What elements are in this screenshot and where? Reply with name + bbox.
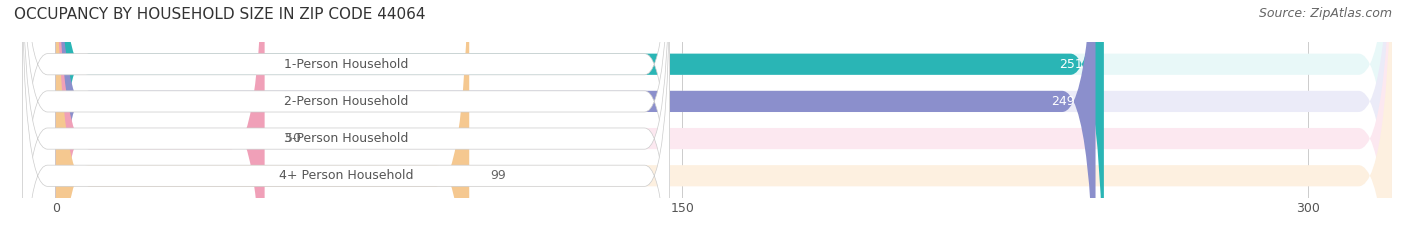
FancyBboxPatch shape bbox=[22, 0, 669, 233]
Text: 249: 249 bbox=[1052, 95, 1074, 108]
FancyBboxPatch shape bbox=[22, 0, 669, 233]
FancyBboxPatch shape bbox=[56, 0, 1392, 233]
Text: Source: ZipAtlas.com: Source: ZipAtlas.com bbox=[1258, 7, 1392, 20]
FancyBboxPatch shape bbox=[56, 0, 1392, 233]
FancyBboxPatch shape bbox=[56, 0, 1392, 233]
Text: OCCUPANCY BY HOUSEHOLD SIZE IN ZIP CODE 44064: OCCUPANCY BY HOUSEHOLD SIZE IN ZIP CODE … bbox=[14, 7, 426, 22]
Text: 251: 251 bbox=[1059, 58, 1083, 71]
Text: 50: 50 bbox=[285, 132, 301, 145]
Text: 4+ Person Household: 4+ Person Household bbox=[278, 169, 413, 182]
FancyBboxPatch shape bbox=[22, 0, 669, 233]
FancyBboxPatch shape bbox=[22, 0, 669, 233]
FancyBboxPatch shape bbox=[56, 0, 1392, 233]
FancyBboxPatch shape bbox=[56, 0, 1095, 233]
FancyBboxPatch shape bbox=[56, 0, 470, 233]
FancyBboxPatch shape bbox=[56, 0, 264, 233]
Text: 99: 99 bbox=[491, 169, 506, 182]
Text: 3-Person Household: 3-Person Household bbox=[284, 132, 408, 145]
FancyBboxPatch shape bbox=[56, 0, 1104, 233]
Text: 1-Person Household: 1-Person Household bbox=[284, 58, 408, 71]
Text: 2-Person Household: 2-Person Household bbox=[284, 95, 408, 108]
